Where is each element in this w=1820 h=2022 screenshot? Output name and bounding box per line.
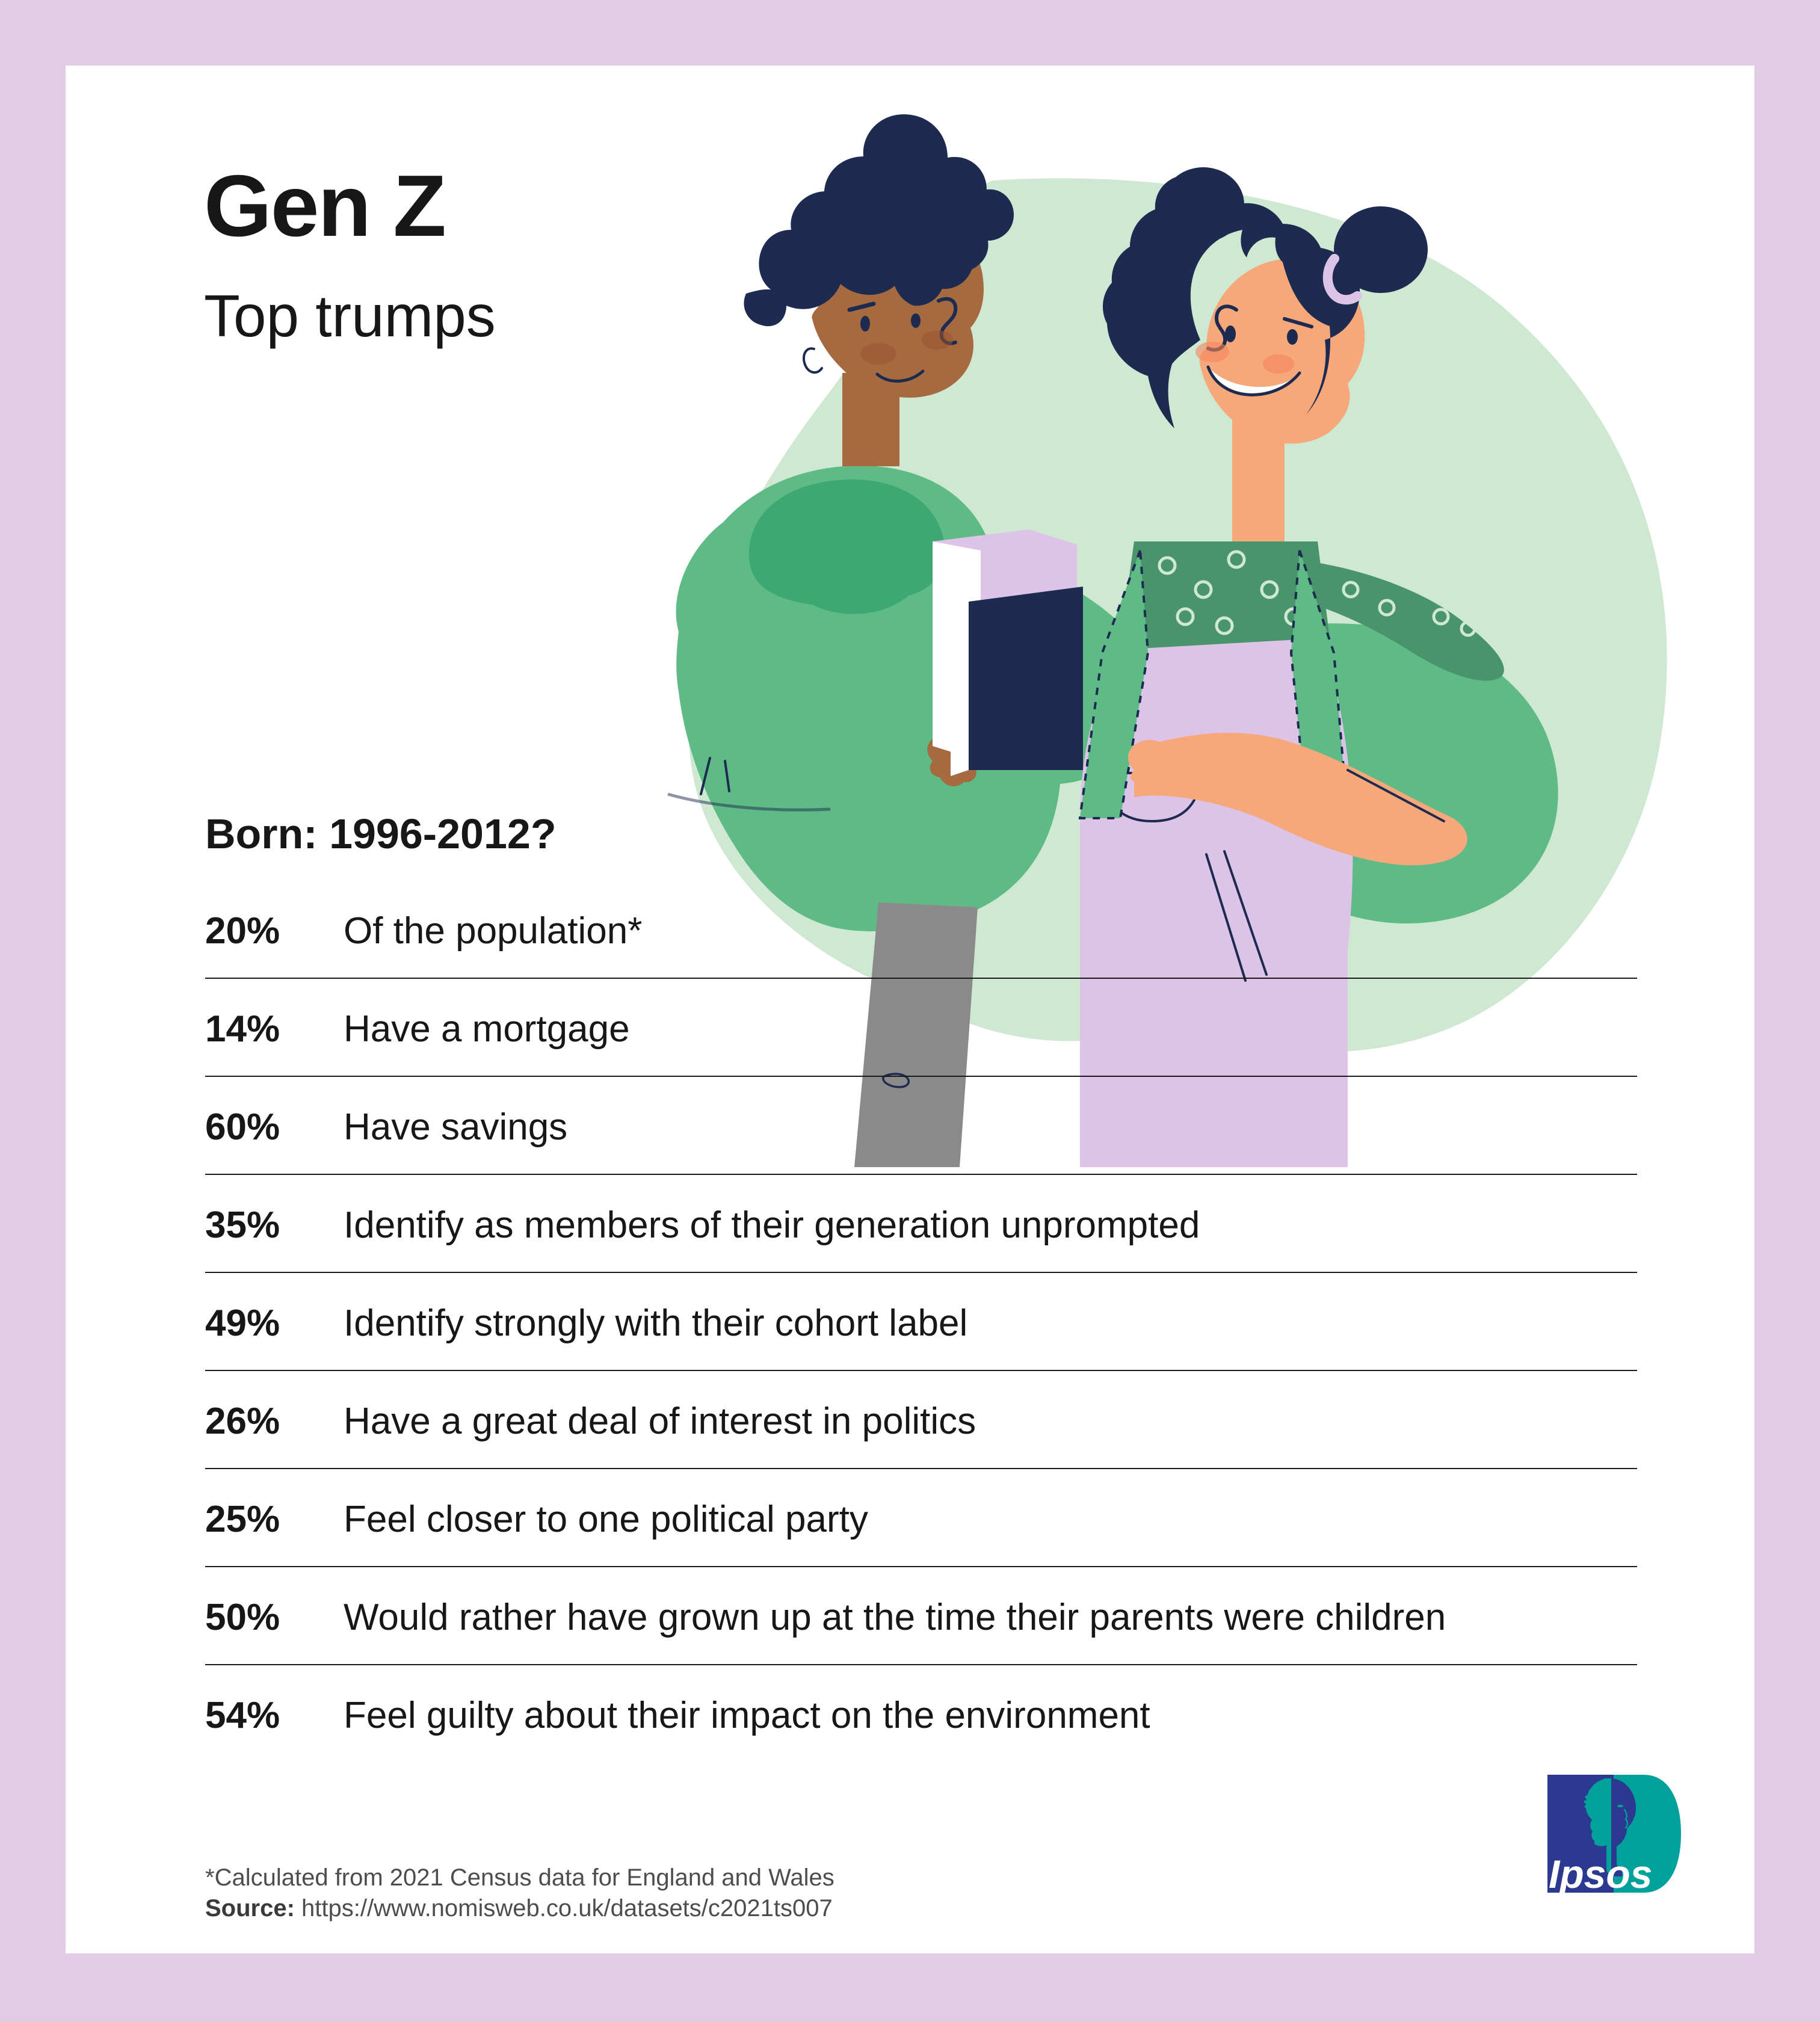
svg-text:Ipsos: Ipsos [1549,1852,1652,1893]
